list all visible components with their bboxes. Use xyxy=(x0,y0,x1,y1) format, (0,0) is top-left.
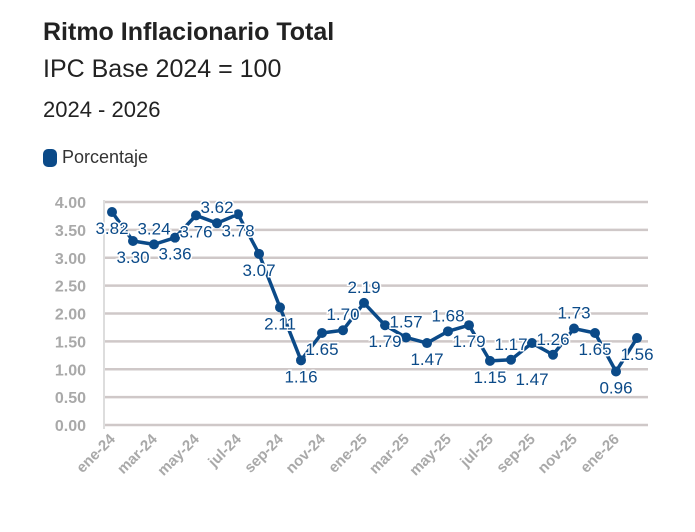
data-point xyxy=(380,320,390,331)
x-tick-label: ene-26 xyxy=(577,431,623,477)
y-tick-label: 1.50 xyxy=(55,334,86,351)
data-point xyxy=(149,239,159,250)
data-point xyxy=(401,332,411,343)
data-point xyxy=(548,349,558,360)
data-label: 3.24 xyxy=(137,219,170,238)
y-tick-label: 1.00 xyxy=(55,362,86,379)
data-label: 3.30 xyxy=(116,248,149,267)
data-point xyxy=(422,338,432,349)
data-point xyxy=(296,355,306,366)
y-tick-label: 2.50 xyxy=(55,279,86,296)
y-tick-label: 2.00 xyxy=(55,307,86,324)
data-label: 3.36 xyxy=(158,245,191,264)
data-label: 1.65 xyxy=(578,340,611,359)
data-point xyxy=(317,328,327,339)
x-tick-label: nov-25 xyxy=(535,431,581,477)
data-point xyxy=(506,354,516,365)
y-tick-label: 0.50 xyxy=(55,390,86,407)
chart-title: Ritmo Inflacionario Total xyxy=(43,18,335,46)
data-label: 1.56 xyxy=(620,345,653,364)
legend-label: Porcentaje xyxy=(62,147,149,167)
x-tick-label: ene-24 xyxy=(73,430,119,476)
data-point xyxy=(464,320,474,331)
data-label: 1.15 xyxy=(473,368,506,387)
data-point xyxy=(338,325,348,336)
data-label: 1.17 xyxy=(494,335,527,354)
data-label: 2.11 xyxy=(264,314,296,333)
x-tick-label: jul-25 xyxy=(456,431,496,471)
data-label: 1.79 xyxy=(368,332,401,351)
data-point xyxy=(590,328,600,339)
x-tick-label: sep-25 xyxy=(493,431,539,477)
data-label: 1.16 xyxy=(284,367,317,386)
y-tick-label: 4.00 xyxy=(55,195,86,212)
legend[interactable]: Porcentaje xyxy=(43,147,148,168)
data-point xyxy=(485,355,495,366)
data-label: 1.79 xyxy=(452,332,485,351)
data-label: 3.82 xyxy=(95,219,128,238)
data-label: 1.26 xyxy=(536,330,569,349)
chart-subtitle: IPC Base 2024 = 100 xyxy=(43,55,282,83)
data-point xyxy=(107,207,117,218)
x-tick-label: ene-25 xyxy=(325,431,371,477)
data-label: 2.19 xyxy=(347,278,380,297)
y-tick-label: 0.00 xyxy=(55,418,86,435)
data-label: 3.78 xyxy=(221,221,254,240)
data-point xyxy=(170,232,180,243)
data-label: 1.57 xyxy=(389,312,422,331)
y-tick-label: 3.00 xyxy=(55,251,86,268)
data-label: 1.70 xyxy=(326,305,359,324)
x-tick-label: may-24 xyxy=(154,430,203,479)
y-tick-label: 3.50 xyxy=(55,223,86,240)
data-label: 1.73 xyxy=(557,304,590,323)
chart-period: 2024 - 2026 xyxy=(43,97,161,122)
data-point xyxy=(254,248,264,259)
x-tick-label: may-25 xyxy=(406,431,455,480)
data-point xyxy=(128,236,138,247)
data-label: 1.47 xyxy=(410,350,443,369)
data-point xyxy=(632,333,642,344)
data-point xyxy=(569,323,579,334)
data-point xyxy=(443,326,453,337)
data-point xyxy=(233,209,243,220)
x-tick-label: mar-24 xyxy=(114,430,161,477)
data-label: 1.68 xyxy=(431,306,464,325)
data-point xyxy=(359,297,369,308)
x-tick-label: mar-25 xyxy=(366,431,413,478)
data-label: 3.62 xyxy=(200,198,233,217)
x-tick-label: sep-24 xyxy=(241,430,287,476)
data-label: 0.96 xyxy=(599,378,632,397)
x-tick-label: nov-24 xyxy=(283,430,330,477)
data-point xyxy=(527,338,537,349)
data-label: 1.65 xyxy=(305,340,338,359)
data-point xyxy=(212,218,222,229)
data-label: 3.76 xyxy=(179,222,212,241)
x-tick-label: jul-24 xyxy=(204,430,245,471)
data-label: 3.07 xyxy=(242,261,275,280)
data-point xyxy=(275,302,285,313)
data-label: 1.47 xyxy=(515,370,548,389)
legend-swatch xyxy=(43,148,57,167)
data-point xyxy=(611,366,621,377)
data-point xyxy=(191,210,201,221)
